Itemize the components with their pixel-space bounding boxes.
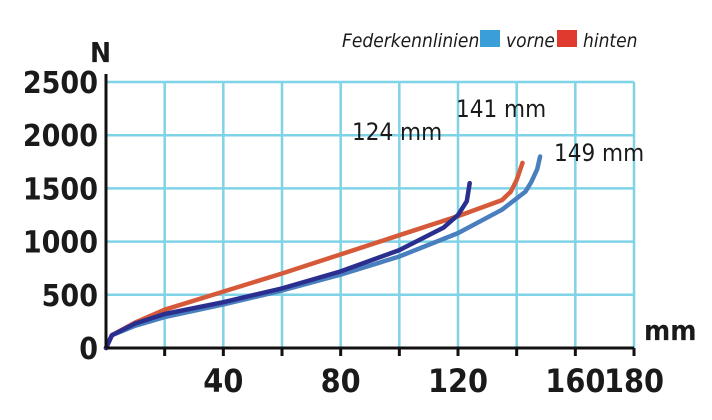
legend-swatch-hinten <box>557 30 577 47</box>
legend-label-hinten: hinten <box>583 30 637 52</box>
x-tick-label-40: 40 <box>203 362 243 400</box>
y-tick-label-1000: 1000 <box>23 226 98 261</box>
axes <box>104 74 636 356</box>
annotation-141mm: 141 mm <box>456 95 546 123</box>
legend-title: Federkennlinien: <box>342 30 485 52</box>
series-line-1 <box>103 154 543 351</box>
series-line-3 <box>103 180 472 351</box>
y-tick-label-2500: 2500 <box>23 66 98 101</box>
annotation-124mm: 124 mm <box>352 118 442 146</box>
x-axis-label: mm <box>644 314 697 347</box>
grid <box>106 80 636 348</box>
y-axis-label: N <box>90 36 111 69</box>
x-tick-label-180: 180 <box>604 362 664 400</box>
series-line-2 <box>103 160 525 351</box>
y-tick-label-0: 0 <box>79 332 98 367</box>
x-tick-label-80: 80 <box>321 362 361 400</box>
legend-swatch-vorne <box>480 30 500 47</box>
series-lines <box>103 154 543 351</box>
x-tick-label-160: 160 <box>545 362 605 400</box>
y-tick-label-500: 500 <box>42 279 98 314</box>
legend: Federkennlinien: vorne hinten <box>342 30 637 52</box>
legend-label-vorne: vorne <box>506 30 555 52</box>
y-tick-labels: 0 500 1000 1500 2000 2500 <box>23 66 98 367</box>
x-tick-label-120: 120 <box>428 362 488 400</box>
y-tick-label-1500: 1500 <box>23 172 98 207</box>
y-tick-label-2000: 2000 <box>23 119 98 154</box>
annotation-149mm: 149 mm <box>554 139 644 167</box>
